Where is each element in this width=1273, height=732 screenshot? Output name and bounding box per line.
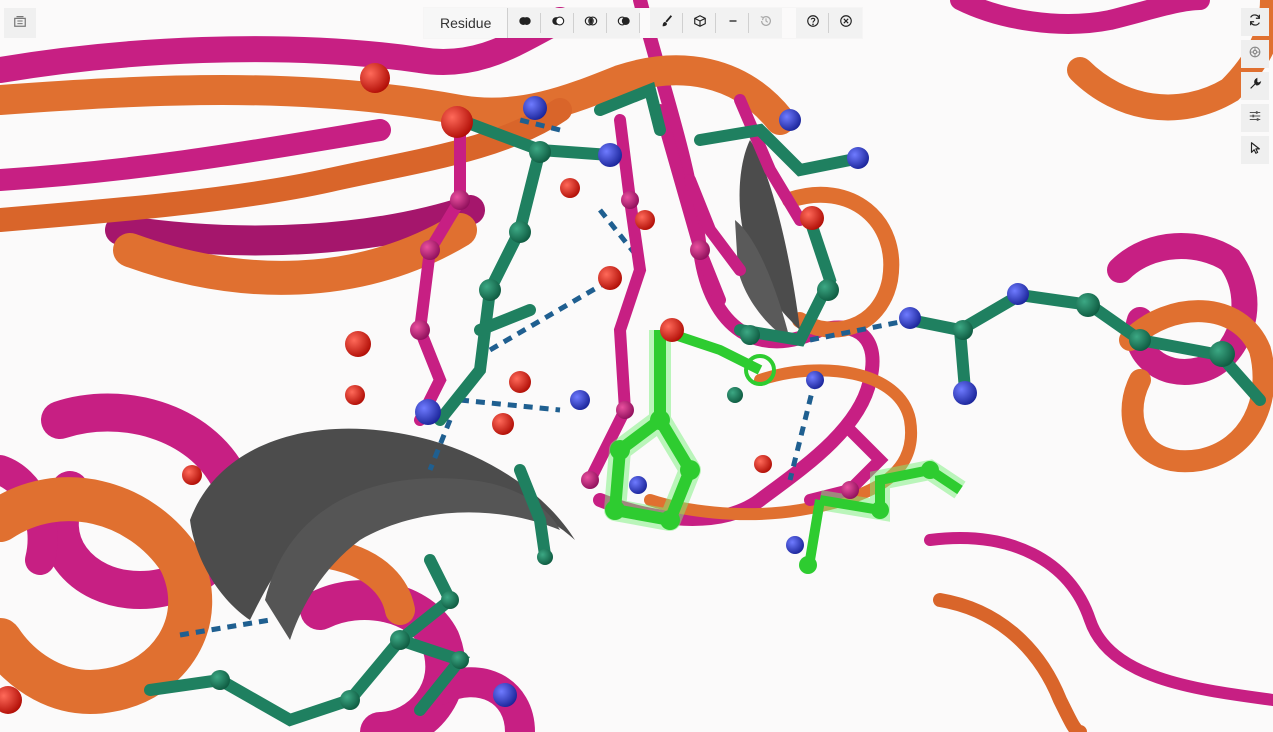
close-icon (839, 14, 853, 33)
representation-button[interactable] (683, 8, 717, 38)
minus-icon (726, 14, 740, 33)
paint-brush-icon (660, 14, 674, 33)
atoms (0, 63, 1235, 714)
help-icon (806, 14, 820, 33)
subtract-button[interactable] (541, 8, 575, 38)
screenshot-icon (1248, 45, 1262, 64)
intersect-mode-icon (584, 14, 598, 33)
cursor-select-icon (1248, 141, 1262, 160)
gray-cartoon (190, 140, 800, 640)
subtract-mode-icon (551, 14, 565, 33)
reset-camera-button[interactable] (1241, 8, 1269, 36)
toolbar-gap (782, 8, 797, 38)
wrench-icon (1248, 77, 1262, 96)
selection-mode-dropdown[interactable]: Residue (424, 8, 509, 38)
union-button[interactable] (508, 8, 542, 38)
color-button[interactable] (650, 8, 684, 38)
union-mode-icon (518, 14, 532, 33)
settings-button[interactable] (1241, 72, 1269, 100)
exit-selection-button[interactable] (829, 8, 862, 38)
selection-mode-toggle[interactable] (1241, 136, 1269, 164)
screenshot-button[interactable] (1241, 40, 1269, 68)
cube-icon (693, 14, 707, 33)
undo-history-button[interactable] (749, 8, 782, 38)
reset-camera-icon (1248, 13, 1262, 32)
sequence-panel-icon (13, 14, 27, 33)
toolbar-gap (640, 8, 651, 38)
remove-button[interactable] (716, 8, 750, 38)
controls-button[interactable] (1241, 104, 1269, 132)
set-mode-icon (617, 14, 631, 33)
intersect-button[interactable] (574, 8, 608, 38)
selection-toolbar: Residue (424, 8, 863, 38)
selected-residue[interactable] (604, 325, 966, 574)
help-button[interactable] (796, 8, 830, 38)
set-button[interactable] (607, 8, 641, 38)
history-icon (759, 14, 773, 33)
viewport-controls (1241, 8, 1269, 164)
settings-sliders-icon (1248, 109, 1262, 128)
sequence-panel-button[interactable] (4, 8, 36, 38)
